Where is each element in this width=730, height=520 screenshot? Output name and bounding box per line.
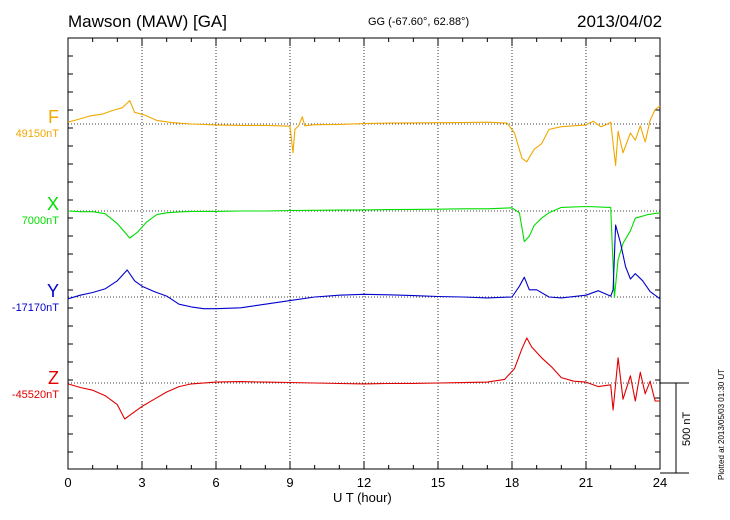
component-y: Y -17170nT <box>12 281 59 314</box>
trace-y <box>67 224 661 310</box>
x-tick-label: 0 <box>64 475 71 490</box>
x-tick-label: 15 <box>431 475 445 490</box>
trace-f <box>67 100 661 166</box>
component-y-label: Y <box>46 281 59 301</box>
trace-z <box>67 337 660 420</box>
coordinates-label: GG (-67.60°, 62.88°) <box>368 16 470 28</box>
component-x: X 7000nT <box>22 194 59 227</box>
x-tick-label: 18 <box>505 475 519 490</box>
x-tick-label: 21 <box>579 475 593 490</box>
trace-x <box>67 205 661 298</box>
component-f-label: F <box>48 107 59 127</box>
scale-bar-label: 500 nT <box>681 411 693 446</box>
x-tick-label: 6 <box>212 475 219 490</box>
x-tick-label: 24 <box>653 475 667 490</box>
x-tick-label: 3 <box>138 475 145 490</box>
component-f: F 49150nT <box>16 107 59 140</box>
date-label: 2013/04/02 <box>577 12 663 31</box>
component-x-baseline: 7000nT <box>21 215 59 227</box>
x-tick-label: 9 <box>286 475 293 490</box>
component-y-baseline: -17170nT <box>11 302 59 314</box>
plotted-timestamp: Plotted at 2013/05/03 01:30 UT <box>717 368 726 480</box>
x-axis-label: U T (hour) <box>333 490 392 505</box>
component-f-baseline: 49150nT <box>15 128 59 140</box>
component-z-label: Z <box>48 368 59 388</box>
x-tick-label: 12 <box>357 475 371 490</box>
station-title: Mawson (MAW) [GA] <box>68 12 227 31</box>
component-z: Z -45520nT <box>12 368 59 401</box>
component-z-baseline: -45520nT <box>11 389 59 401</box>
component-x-label: X <box>46 194 59 214</box>
